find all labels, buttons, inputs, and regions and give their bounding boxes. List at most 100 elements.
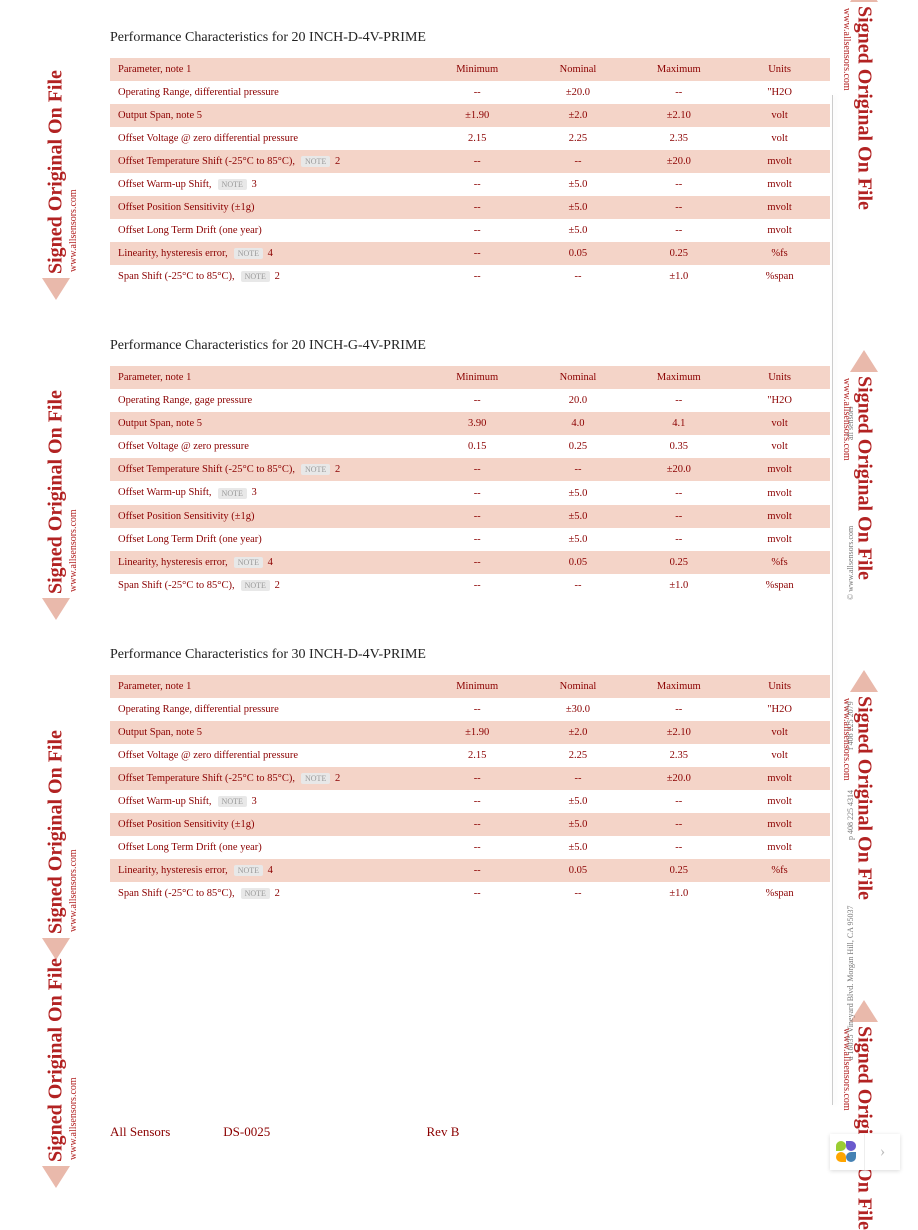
- table-row: Offset Temperature Shift (-25°C to 85°C)…: [110, 150, 830, 173]
- note-badge: NOTE: [241, 888, 270, 899]
- cell-parameter: Operating Range, differential pressure: [110, 698, 427, 721]
- cell-min: --: [427, 551, 528, 574]
- cell-nom: ±5.0: [528, 813, 629, 836]
- cell-parameter: Offset Warm-up Shift,NOTE 3: [110, 481, 427, 504]
- section-title: Performance Characteristics for 20 INCH-…: [110, 30, 830, 46]
- cell-parameter: Offset Long Term Drift (one year): [110, 219, 427, 242]
- cell-min: --: [427, 81, 528, 104]
- table-row: Offset Position Sensitivity (±1g)--±5.0-…: [110, 813, 830, 836]
- cell-parameter: Output Span, note 5: [110, 412, 427, 435]
- cell-units: mvolt: [729, 150, 830, 173]
- cell-max: 0.25: [628, 242, 729, 265]
- cell-units: "H2O: [729, 698, 830, 721]
- table-row: Offset Warm-up Shift,NOTE 3--±5.0--mvolt: [110, 173, 830, 196]
- cell-parameter: Span Shift (-25°C to 85°C),NOTE 2: [110, 265, 427, 288]
- cell-max: ±1.0: [628, 574, 729, 597]
- cell-nom: ±5.0: [528, 196, 629, 219]
- watermark-stamp: Signed Original On File www.allsensors.c…: [42, 958, 79, 1188]
- col-nom: Nominal: [528, 366, 629, 389]
- note-number: 2: [332, 773, 340, 784]
- cell-units: mvolt: [729, 458, 830, 481]
- col-max: Maximum: [628, 675, 729, 698]
- cell-max: 0.25: [628, 551, 729, 574]
- cell-units: mvolt: [729, 790, 830, 813]
- note-number: 2: [332, 464, 340, 475]
- table-row: Offset Warm-up Shift,NOTE 3--±5.0--mvolt: [110, 790, 830, 813]
- cell-max: ±1.0: [628, 265, 729, 288]
- arrow-icon: [42, 278, 70, 300]
- cell-min: --: [427, 882, 528, 905]
- note-number: 3: [249, 179, 257, 190]
- cell-units: volt: [729, 104, 830, 127]
- note-number: 2: [272, 271, 280, 282]
- table-row: Span Shift (-25°C to 85°C),NOTE 2----±1.…: [110, 574, 830, 597]
- watermark-url: www.allsensors.com: [68, 958, 79, 1160]
- table-row: Offset Temperature Shift (-25°C to 85°C)…: [110, 458, 830, 481]
- footer: All Sensors DS-0025 Rev B: [110, 1124, 830, 1140]
- cell-min: --: [427, 150, 528, 173]
- cell-min: 0.15: [427, 435, 528, 458]
- cell-min: --: [427, 836, 528, 859]
- watermark-text: Signed Original On File: [854, 696, 876, 900]
- note-number: 3: [249, 487, 257, 498]
- cell-min: --: [427, 698, 528, 721]
- note-badge: NOTE: [234, 865, 263, 876]
- table-row: Offset Voltage @ zero differential press…: [110, 744, 830, 767]
- cell-units: volt: [729, 435, 830, 458]
- cell-max: ±20.0: [628, 458, 729, 481]
- spec-table: Parameter, note 1MinimumNominalMaximumUn…: [110, 366, 830, 596]
- note-number: 4: [265, 557, 273, 568]
- note-badge: NOTE: [218, 179, 247, 190]
- watermark-url: www.allsensors.com: [841, 8, 852, 210]
- cell-nom: 0.25: [528, 435, 629, 458]
- cell-min: --: [427, 173, 528, 196]
- cell-max: 4.1: [628, 412, 729, 435]
- cell-max: --: [628, 81, 729, 104]
- cell-parameter: Offset Position Sensitivity (±1g): [110, 813, 427, 836]
- cell-nom: 4.0: [528, 412, 629, 435]
- section-title: Performance Characteristics for 30 INCH-…: [110, 647, 830, 663]
- cell-nom: ±5.0: [528, 481, 629, 504]
- cell-min: --: [427, 790, 528, 813]
- cell-nom: 2.25: [528, 744, 629, 767]
- arrow-icon: [850, 670, 878, 692]
- cell-max: --: [628, 389, 729, 412]
- watermark-stamp: Signed Original On File www.allsensors.c…: [42, 390, 79, 620]
- cell-min: ±1.90: [427, 721, 528, 744]
- cell-nom: --: [528, 150, 629, 173]
- cell-parameter: Offset Voltage @ zero differential press…: [110, 127, 427, 150]
- arrow-icon: [850, 0, 878, 2]
- col-max: Maximum: [628, 366, 729, 389]
- cell-parameter: Linearity, hysteresis error,NOTE 4: [110, 551, 427, 574]
- table-row: Linearity, hysteresis error,NOTE 4--0.05…: [110, 551, 830, 574]
- table-row: Span Shift (-25°C to 85°C),NOTE 2----±1.…: [110, 882, 830, 905]
- cell-units: %span: [729, 574, 830, 597]
- cell-units: volt: [729, 127, 830, 150]
- nav-widget[interactable]: ›: [830, 1134, 900, 1170]
- cell-units: mvolt: [729, 813, 830, 836]
- spec-section: Performance Characteristics for 30 INCH-…: [110, 647, 830, 905]
- cell-min: 3.90: [427, 412, 528, 435]
- margin-address: a 16035 Vineyard Blvd. Morgan Hill, CA 9…: [846, 905, 855, 1060]
- col-nom: Nominal: [528, 675, 629, 698]
- spec-table: Parameter, note 1MinimumNominalMaximumUn…: [110, 58, 830, 288]
- col-units: Units: [729, 366, 830, 389]
- cell-max: --: [628, 481, 729, 504]
- col-units: Units: [729, 58, 830, 81]
- cell-max: --: [628, 836, 729, 859]
- cell-max: 2.35: [628, 744, 729, 767]
- cell-nom: 0.05: [528, 859, 629, 882]
- cell-nom: ±5.0: [528, 836, 629, 859]
- table-row: Operating Range, differential pressure--…: [110, 81, 830, 104]
- cell-max: --: [628, 698, 729, 721]
- table-row: Operating Range, differential pressure--…: [110, 698, 830, 721]
- cell-parameter: Offset Temperature Shift (-25°C to 85°C)…: [110, 767, 427, 790]
- note-badge: NOTE: [234, 248, 263, 259]
- cell-min: ±1.90: [427, 104, 528, 127]
- watermark-stamp: Signed Original On File www.allsensors.c…: [42, 70, 79, 300]
- cell-min: --: [427, 219, 528, 242]
- chevron-right-icon[interactable]: ›: [864, 1134, 900, 1170]
- margin-company: all sensors: [846, 406, 855, 440]
- cell-nom: ±2.0: [528, 721, 629, 744]
- col-param: Parameter, note 1: [110, 675, 427, 698]
